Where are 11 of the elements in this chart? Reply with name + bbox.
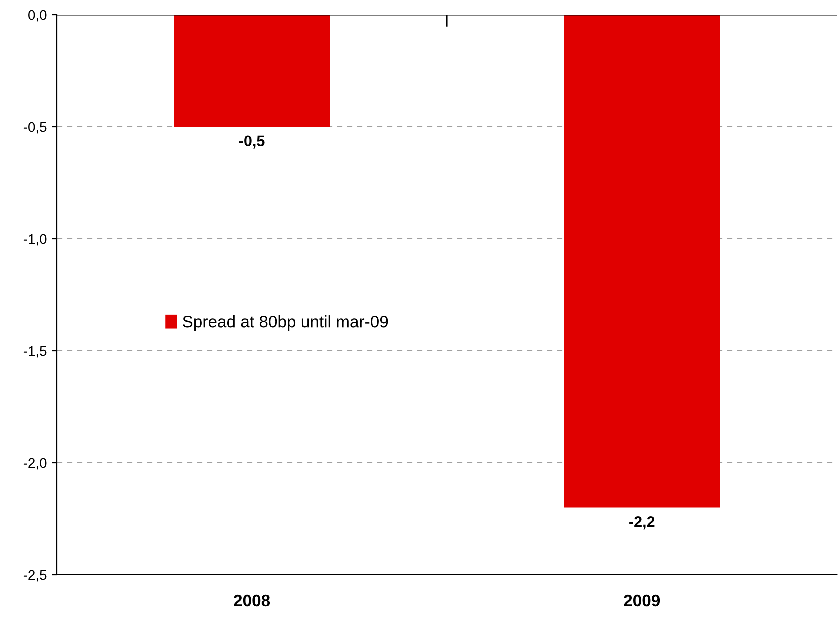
y-tick-label: -2,0 xyxy=(24,458,47,470)
x-tick-label: 2008 xyxy=(234,594,270,607)
y-tick-label: -0,5 xyxy=(24,122,47,134)
legend-label: Spread at 80bp until mar-09 xyxy=(183,316,388,332)
data-label: -2,2 xyxy=(630,516,655,530)
y-tick-label: -1,5 xyxy=(24,346,47,358)
y-tick-label: -2,5 xyxy=(24,570,47,582)
data-label: -0,5 xyxy=(239,136,265,149)
x-tick-label: 2009 xyxy=(624,594,660,607)
y-tick-label: 0,0 xyxy=(28,10,47,22)
y-tick-label: -1,0 xyxy=(24,234,47,246)
